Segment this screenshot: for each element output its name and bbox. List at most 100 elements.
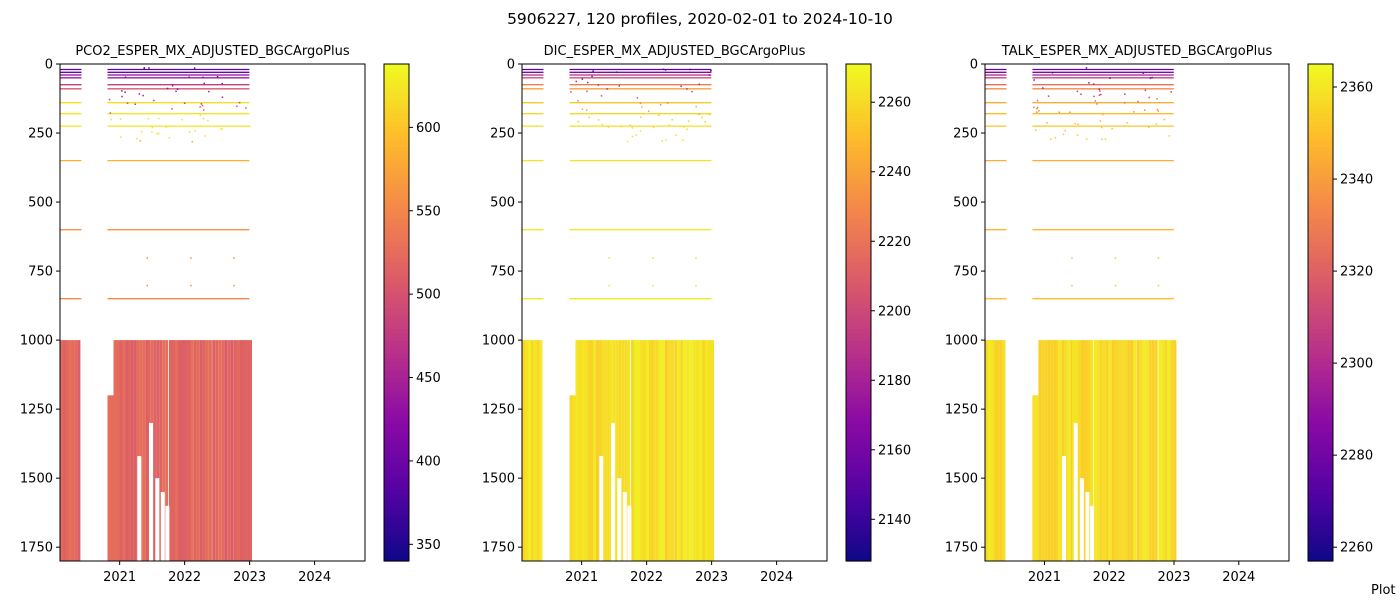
- data-point: [1155, 123, 1157, 125]
- colorbar-segment: [1308, 387, 1333, 392]
- data-point: [207, 119, 209, 122]
- data-point: [1111, 128, 1113, 130]
- colorbar-segment: [1308, 250, 1333, 256]
- data-point: [689, 68, 691, 71]
- data-point: [652, 126, 655, 129]
- data-point: [171, 108, 173, 110]
- colorbar-segment: [384, 213, 409, 218]
- colorbar-segment: [1308, 374, 1333, 380]
- colorbar-segment: [1308, 407, 1333, 413]
- x-tick-label: 2023: [695, 570, 728, 585]
- colorbar-segment: [846, 171, 871, 177]
- colorbar-segment: [384, 362, 409, 367]
- data-point: [1088, 82, 1090, 84]
- colorbar-segment: [384, 424, 409, 430]
- colorbar-segment: [384, 548, 409, 554]
- deep-cell: [1093, 340, 1097, 561]
- x-tick-label: 2021: [565, 570, 598, 585]
- data-point: [1046, 122, 1048, 124]
- colorbar-segment: [846, 399, 871, 405]
- colorbar-segment: [384, 225, 409, 231]
- data-point: [577, 120, 580, 123]
- colorbar-segment: [384, 353, 409, 359]
- data-point: [1114, 284, 1117, 287]
- x-tick-label: 2024: [1222, 570, 1255, 585]
- data-point: [143, 67, 146, 69]
- deep-cell: [1032, 395, 1036, 561]
- colorbar-segment: [846, 109, 871, 115]
- data-point: [1157, 110, 1160, 112]
- data-gap: [1085, 492, 1090, 561]
- y-tick-label: 1000: [945, 334, 978, 349]
- deep-cell: [525, 340, 528, 561]
- colorbar-segment: [846, 370, 871, 376]
- colorbar-frame: [383, 63, 410, 562]
- colorbar-segment: [384, 324, 409, 330]
- deep-cell: [1102, 340, 1106, 561]
- deep-cell: [221, 340, 225, 561]
- colorbar-frame: [845, 63, 872, 562]
- colorbar-segment: [846, 146, 871, 152]
- colorbar-segment: [846, 527, 871, 533]
- colorbar-segment: [384, 200, 409, 206]
- colorbar-segment: [846, 88, 871, 94]
- colorbar-segment: [1308, 424, 1333, 430]
- deep-cell: [1050, 340, 1054, 561]
- data-point: [202, 117, 205, 120]
- deep-cell: [1108, 340, 1112, 561]
- colorbar-segment: [384, 391, 409, 396]
- deep-cell: [664, 340, 668, 561]
- data-point: [687, 120, 690, 122]
- colorbar-segment: [384, 556, 409, 562]
- deep-cell: [237, 340, 240, 561]
- colorbar-segment: [846, 266, 871, 272]
- x-tick-label: 2024: [760, 570, 793, 585]
- colorbar-segment: [1308, 213, 1333, 218]
- colorbar-segment: [846, 117, 871, 123]
- colorbar-segment: [1308, 200, 1333, 206]
- deep-cell: [71, 340, 75, 561]
- colorbar-segment: [846, 358, 871, 363]
- data-point: [1163, 118, 1166, 121]
- colorbar-segment: [1308, 68, 1333, 73]
- data-point: [201, 104, 204, 107]
- y-tick-label: 1250: [482, 403, 515, 418]
- colorbar-segment: [384, 258, 409, 264]
- deep-cell: [621, 340, 625, 561]
- deep-cell: [1038, 340, 1042, 561]
- deep-cell: [1058, 340, 1062, 561]
- deep-cell: [1173, 340, 1177, 561]
- deep-cell: [243, 340, 246, 561]
- colorbar-segment: [846, 304, 871, 309]
- deep-cell: [1081, 340, 1084, 561]
- deep-cell: [1139, 340, 1143, 561]
- y-tick-label: 1000: [482, 334, 515, 349]
- data-point: [671, 119, 673, 121]
- data-point: [601, 123, 603, 126]
- colorbar-segment: [1308, 109, 1333, 115]
- y-tick-label: 250: [953, 127, 978, 142]
- colorbar-segment: [384, 262, 409, 268]
- y-tick-label: 1500: [20, 472, 53, 487]
- deep-cell: [128, 340, 132, 561]
- data-point: [166, 87, 169, 90]
- data-point: [1036, 106, 1039, 109]
- colorbar-segment: [1308, 117, 1333, 123]
- colorbar-segment: [384, 130, 409, 136]
- data-point: [188, 131, 191, 133]
- colorbar-segment: [1308, 159, 1333, 164]
- data-point: [248, 125, 251, 128]
- colorbar-segment: [384, 233, 409, 239]
- panel-3: TALK_ESPER_MX_ADJUSTED_BGCArgoPlus 0 250 50…: [945, 44, 1373, 585]
- data-point: [193, 67, 196, 69]
- data-gap: [617, 478, 622, 561]
- colorbar-segment: [846, 420, 871, 425]
- data-point: [183, 102, 186, 104]
- data-gap: [1090, 505, 1095, 561]
- colorbar-segment: [1308, 266, 1333, 272]
- data-point: [119, 118, 122, 120]
- deep-cell: [1136, 340, 1140, 561]
- colorbar-segment: [384, 503, 409, 508]
- colorbar-segment: [846, 540, 871, 546]
- data-point: [639, 130, 642, 132]
